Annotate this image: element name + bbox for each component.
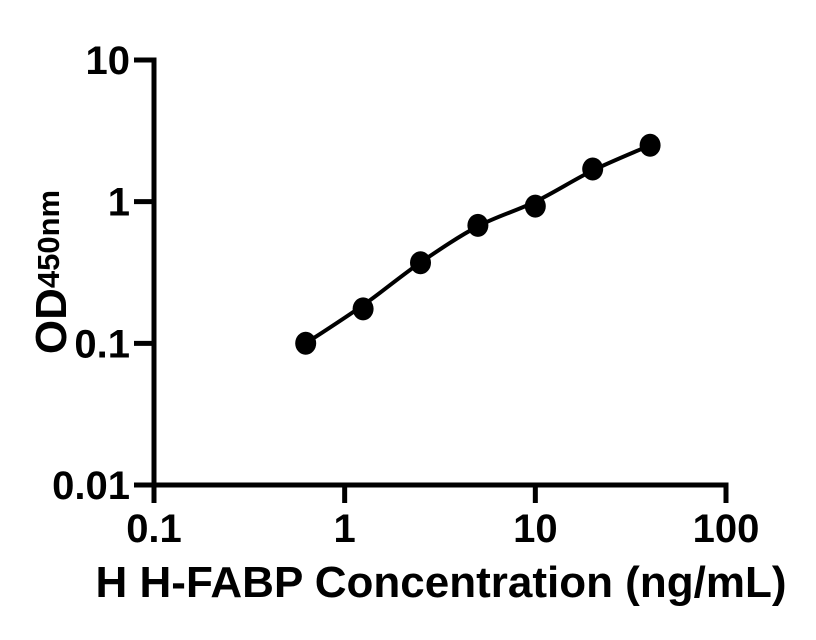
data-point	[639, 133, 661, 157]
y-axis-title-main: OD	[27, 288, 76, 355]
y-tick-label: 0.01	[52, 464, 130, 508]
x-axis-title: H H-FABP Concentration (ng/mL)	[95, 558, 787, 607]
x-tick-label: 1	[334, 507, 356, 551]
data-point	[352, 297, 374, 321]
data-point	[524, 194, 546, 218]
data-point	[295, 331, 317, 355]
x-tick-label: 0.1	[126, 507, 182, 551]
data-point	[582, 157, 604, 181]
x-tick-label: 10	[513, 507, 558, 551]
x-tick-label: 100	[693, 507, 760, 551]
y-tick-label: 1	[108, 181, 130, 225]
y-tick-label: 10	[86, 39, 131, 83]
y-axis-title: OD 450nm	[27, 189, 76, 355]
data-point	[410, 251, 431, 275]
y-tick-label: 0.1	[74, 322, 130, 366]
y-axis-title-subscript: 450nm	[31, 189, 66, 289]
data-point	[467, 213, 489, 237]
